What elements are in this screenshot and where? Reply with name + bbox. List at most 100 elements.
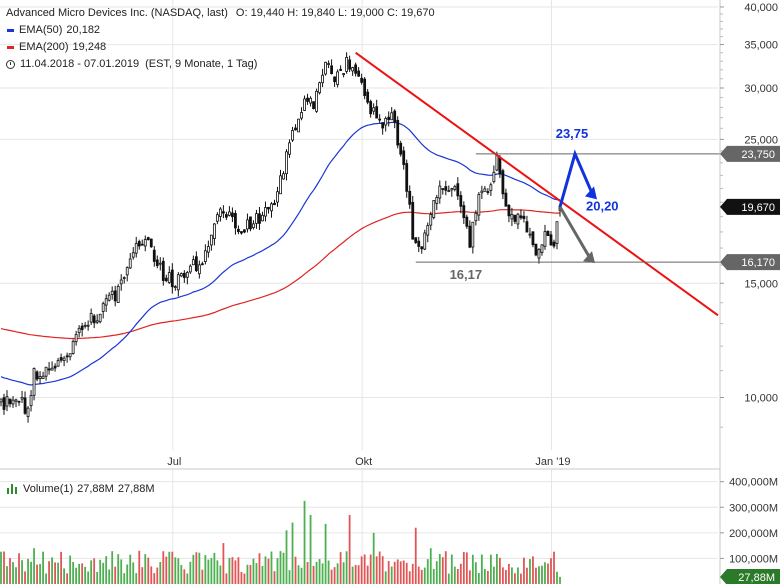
candle [131, 247, 135, 260]
ema200-value: 19,248 [72, 41, 107, 53]
candle [119, 274, 123, 291]
volume-bar [123, 573, 126, 584]
candle-body [65, 355, 69, 358]
candle-body [462, 205, 466, 218]
candle [140, 239, 144, 246]
candle [212, 223, 216, 246]
price-tick-label: 25,000 [744, 134, 778, 146]
volume-bar [363, 554, 366, 584]
candle-body [537, 248, 541, 259]
volume-bar [483, 568, 486, 584]
candle-body [152, 249, 156, 262]
volume-bar [447, 573, 450, 584]
candle [429, 211, 433, 231]
candle-body [291, 130, 294, 141]
time-tick-label: Okt [355, 456, 372, 468]
candle [375, 99, 379, 119]
volume-bar [75, 567, 78, 584]
candle-body [516, 213, 520, 225]
candle [336, 69, 340, 88]
volume-bar [405, 562, 408, 584]
candle [137, 239, 141, 250]
volume-bar [255, 563, 258, 584]
candle [149, 238, 153, 248]
candle [8, 398, 12, 408]
candle [261, 211, 264, 222]
candle-body [456, 183, 460, 197]
candle-body [101, 303, 105, 312]
candle [65, 352, 69, 363]
volume-bar [189, 561, 192, 584]
candle [50, 361, 54, 371]
candle [387, 111, 391, 127]
volume-bar [78, 563, 81, 584]
volume-bar [228, 557, 231, 584]
volume-bar [9, 558, 11, 584]
candle-body [327, 63, 330, 65]
candle [438, 180, 442, 204]
volume-bar [99, 559, 102, 584]
volume-bar [351, 566, 354, 584]
candle [44, 366, 48, 381]
volume-bar [336, 563, 339, 584]
candle [234, 210, 237, 235]
candle [243, 229, 246, 234]
candle-body [228, 211, 231, 216]
candle [405, 159, 409, 198]
candle-body [420, 246, 424, 250]
candle [128, 253, 132, 270]
candle-body [555, 221, 559, 244]
candle-body [450, 188, 454, 191]
volume-label: Volume(1) [23, 483, 74, 495]
candle [432, 200, 436, 220]
volume-bar [480, 554, 483, 584]
volume-bar [3, 551, 5, 584]
candle-body [246, 219, 249, 230]
candle-body [197, 264, 201, 275]
candle-body [149, 238, 153, 248]
candle [164, 274, 168, 283]
candle-body [396, 119, 400, 146]
candle-body [345, 56, 349, 72]
candle [540, 244, 544, 256]
candle [420, 246, 424, 254]
candle-body [549, 234, 553, 246]
candle [414, 237, 418, 244]
volume-bar [237, 557, 240, 584]
volume-bar [444, 551, 447, 584]
candle-body [95, 320, 99, 323]
candle [161, 257, 165, 286]
candle-body [173, 286, 177, 288]
volume-bar [511, 567, 513, 584]
candle-body [288, 142, 291, 155]
volume-bar [432, 568, 435, 584]
volume-bar [231, 557, 234, 584]
candle-body [414, 237, 418, 243]
candle [312, 101, 315, 110]
candle-body [405, 163, 409, 192]
candle [348, 55, 352, 72]
volume-bar [312, 565, 315, 584]
volume-bars-icon [7, 484, 18, 494]
candle [279, 169, 282, 195]
volume-bar [69, 555, 72, 584]
candle-body [501, 170, 505, 195]
volume-legend: Volume(1) 27,88M 27,88M [7, 483, 155, 495]
candle-body [393, 110, 397, 123]
candle [522, 211, 526, 223]
candle-body [221, 211, 225, 214]
candle [351, 66, 355, 76]
candle-body [50, 367, 54, 371]
candle [474, 210, 478, 226]
candle-body [20, 396, 24, 400]
candle-body [525, 221, 529, 233]
instrument-name: Advanced Micro Devices Inc. (NASDAQ, las… [6, 7, 228, 19]
volume-bar [261, 565, 264, 584]
volume-bar [378, 551, 381, 584]
time-tick-label: Jan '19 [535, 456, 570, 468]
candle [17, 400, 21, 406]
volume-bar [327, 560, 330, 584]
volume-bar [471, 554, 474, 584]
candle [456, 177, 460, 200]
candle [501, 168, 505, 199]
